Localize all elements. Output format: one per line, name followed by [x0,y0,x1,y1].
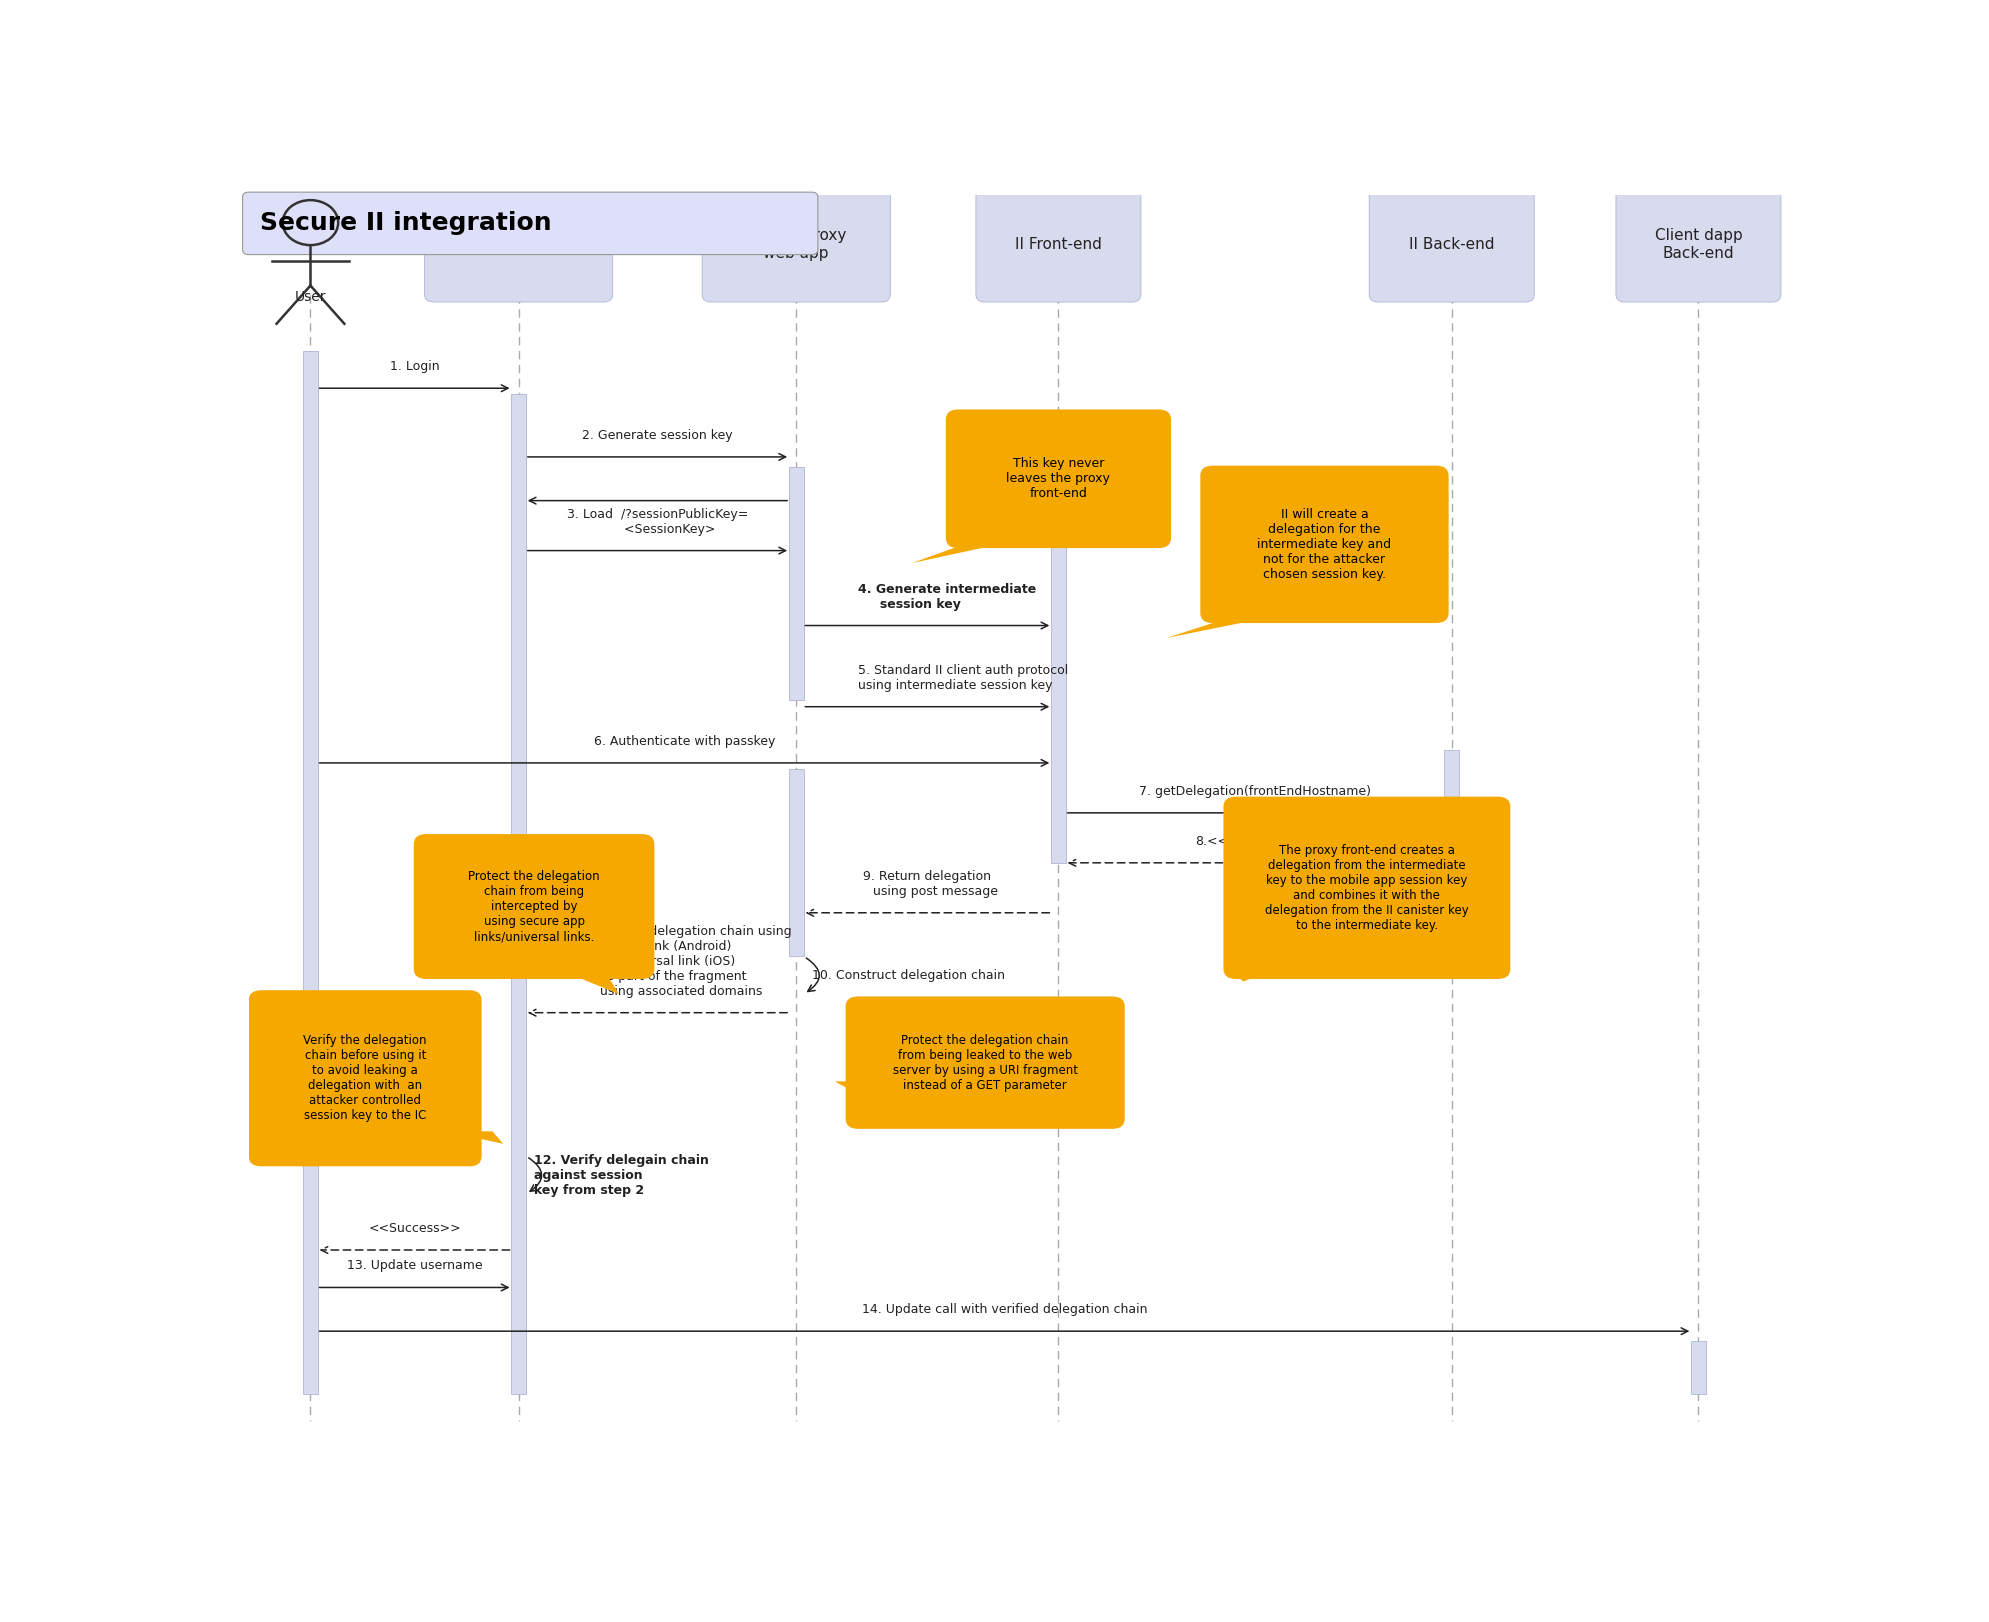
Polygon shape [1227,968,1273,981]
Polygon shape [446,1132,503,1144]
FancyBboxPatch shape [1444,751,1458,863]
FancyBboxPatch shape [702,187,889,302]
Text: 6. Authenticate with passkey: 6. Authenticate with passkey [593,735,776,748]
Text: 2. Generate session key: 2. Generate session key [583,428,732,441]
Text: This key never
leaves the proxy
front-end: This key never leaves the proxy front-en… [1006,457,1110,500]
FancyBboxPatch shape [1615,187,1780,302]
Text: Mobile app: Mobile app [477,237,561,251]
Text: 10. Construct delegation chain: 10. Construct delegation chain [812,968,1004,981]
Text: 4. Generate intermediate
     session key: 4. Generate intermediate session key [857,582,1036,610]
Text: Protect the delegation
chain from being
intercepted by
using secure app
links/un: Protect the delegation chain from being … [467,869,599,942]
Polygon shape [911,539,1026,563]
FancyBboxPatch shape [302,350,318,1393]
Text: <<Success>>: <<Success>> [368,1221,461,1234]
Text: Secure II integration: Secure II integration [259,211,551,235]
Text: 5. Standard II client auth protocol
using intermediate session key: 5. Standard II client auth protocol usin… [857,663,1068,691]
Text: 14. Update call with verified delegation chain: 14. Update call with verified delegation… [861,1302,1146,1315]
Text: 9. Return delegation
    using post message: 9. Return delegation using post message [857,869,996,899]
FancyBboxPatch shape [975,187,1140,302]
FancyBboxPatch shape [249,989,481,1166]
Text: II will create a
delegation for the
intermediate key and
not for the attacker
ch: II will create a delegation for the inte… [1257,508,1390,581]
FancyBboxPatch shape [1199,466,1448,623]
Text: Protect the delegation chain
from being leaked to the web
server by using a URI : Protect the delegation chain from being … [893,1033,1078,1092]
FancyBboxPatch shape [1050,495,1066,863]
Text: 8.<<delegation>>: 8.<<delegation>> [1193,835,1315,848]
FancyBboxPatch shape [424,187,613,302]
Text: The proxy front-end creates a
delegation from the intermediate
key to the mobile: The proxy front-end creates a delegation… [1265,843,1468,931]
FancyBboxPatch shape [845,996,1124,1129]
Text: Secure proxy
web app: Secure proxy web app [746,229,845,261]
FancyBboxPatch shape [1368,187,1534,302]
Text: Verify the delegation
chain before using it
to avoid leaking a
delegation with  : Verify the delegation chain before using… [302,1035,428,1122]
FancyBboxPatch shape [1691,1341,1705,1393]
Text: II Front-end: II Front-end [1014,237,1102,251]
FancyBboxPatch shape [243,191,817,255]
Text: 12. Verify delegain chain
against session
key from step 2: 12. Verify delegain chain against sessio… [533,1153,708,1197]
FancyBboxPatch shape [788,769,804,957]
Polygon shape [835,1082,881,1093]
Text: 7. getDelegation(frontEndHostname): 7. getDelegation(frontEndHostname) [1138,785,1370,798]
FancyBboxPatch shape [1223,796,1510,980]
Text: 3. Load  /?sessionPublicKey=
      <SessionKey>: 3. Load /?sessionPublicKey= <SessionKey> [567,508,748,535]
Text: 11. Return delegation chain using
     an app link (Android)
     or universal l: 11. Return delegation chain using an app… [581,925,792,998]
Text: Client dapp
Back-end: Client dapp Back-end [1653,229,1742,261]
FancyBboxPatch shape [788,467,804,701]
Text: II Back-end: II Back-end [1408,237,1494,251]
FancyBboxPatch shape [511,394,525,1393]
Polygon shape [557,968,619,994]
Text: 13. Update username: 13. Update username [346,1259,481,1273]
Text: 1. Login: 1. Login [390,360,440,373]
Text: User: User [294,290,326,303]
Polygon shape [1166,613,1289,637]
FancyBboxPatch shape [945,409,1170,548]
FancyBboxPatch shape [414,834,654,980]
